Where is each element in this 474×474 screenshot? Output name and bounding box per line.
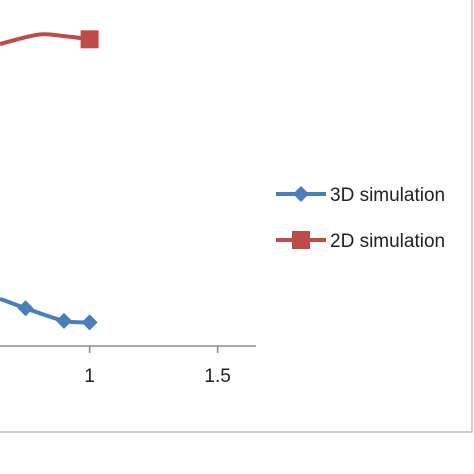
chart-area-border: [0, 0, 473, 433]
legend-marker: [293, 186, 309, 202]
data-point: [80, 30, 99, 49]
x-tick-label: 1: [84, 366, 95, 387]
x-axis-ticks: 1 1.5: [84, 346, 231, 387]
x-tick-label: 1.5: [204, 366, 230, 387]
series-line-1: [0, 296, 90, 325]
legend-label: 2D simulation: [330, 231, 445, 252]
legend-marker: [292, 231, 310, 249]
data-point: [17, 300, 34, 317]
series-line-2: [0, 32, 90, 46]
data-point: [81, 314, 98, 331]
plot-series: [0, 30, 99, 331]
data-point: [56, 312, 72, 329]
legend: 3D simulation 2D simulation: [276, 185, 445, 252]
legend-label: 3D simulation: [330, 185, 445, 206]
